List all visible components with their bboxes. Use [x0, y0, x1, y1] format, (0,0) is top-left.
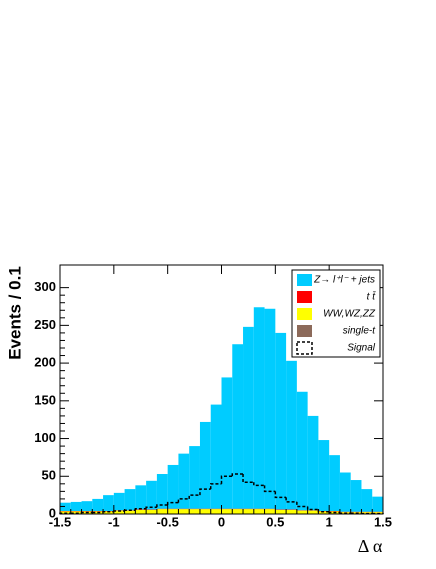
x-axis-title: Δ α: [358, 536, 383, 556]
x-tick-label: 0: [218, 514, 225, 529]
bar-segment: [211, 509, 222, 514]
legend-label: t t̄: [367, 290, 377, 302]
bar-segment: [146, 510, 157, 514]
bar-segment: [168, 509, 179, 514]
legend-swatch: [297, 325, 312, 337]
x-tick-label: -1: [108, 514, 120, 529]
y-tick-label: 300: [34, 279, 56, 294]
bar-segment: [114, 493, 125, 510]
legend-swatch: [297, 308, 312, 320]
bar-segment: [178, 509, 189, 514]
bar-segment: [243, 509, 254, 514]
bar-segment: [275, 510, 286, 514]
y-tick-label: 200: [34, 355, 56, 370]
bar-segment: [103, 495, 114, 511]
bar-segment: [232, 344, 243, 508]
bar-segment: [71, 502, 82, 511]
x-tick-label: 1.5: [374, 514, 392, 529]
bar-segment: [286, 510, 297, 514]
legend-swatch: [297, 291, 312, 303]
bar-segment: [340, 473, 351, 512]
bar-segment: [265, 509, 276, 514]
bar-segment: [222, 377, 233, 508]
y-tick-label: 50: [42, 468, 56, 483]
bar-segment: [211, 405, 222, 509]
legend-label: single-t: [343, 326, 376, 337]
bar-segment: [318, 440, 329, 511]
x-tick-label: -0.5: [156, 514, 178, 529]
bar-segment: [92, 499, 103, 511]
bar-segment: [200, 422, 211, 509]
bar-segment: [286, 361, 297, 510]
bar-segment: [189, 509, 200, 514]
bar-segment: [125, 511, 136, 514]
legend-label: Z→ l⁺l⁻ + jets: [313, 275, 375, 286]
bar-segment: [329, 455, 340, 511]
bar-segment: [243, 327, 254, 509]
legend-label: Signal: [347, 343, 376, 354]
x-tick-label: -1.5: [49, 514, 71, 529]
y-tick-label: 250: [34, 317, 56, 332]
bar-segment: [351, 480, 362, 512]
bar-segment: [135, 510, 146, 514]
bar-segment: [308, 511, 319, 514]
bar-segment: [157, 474, 168, 509]
legend-label: WW,WZ,ZZ: [323, 309, 376, 320]
bar-segment: [297, 392, 308, 510]
bar-segment: [146, 481, 157, 510]
bar-segment: [254, 509, 265, 514]
legend-swatch: [297, 274, 312, 286]
y-tick-label: 150: [34, 392, 56, 407]
bar-segment: [265, 309, 276, 509]
bar-segment: [308, 416, 319, 510]
bar-segment: [232, 509, 243, 514]
bar-segment: [254, 307, 265, 508]
x-tick-label: 1: [326, 514, 333, 529]
bar-segment: [222, 509, 233, 514]
bar-segment: [178, 454, 189, 509]
y-axis-title: Events / 0.1: [5, 266, 24, 360]
bar-segment: [189, 446, 200, 509]
bar-segment: [82, 501, 93, 511]
bar-segment: [361, 489, 372, 512]
bar-segment: [125, 489, 136, 510]
x-tick-label: 0.5: [266, 514, 284, 529]
bar-segment: [157, 509, 168, 514]
bar-segment: [275, 333, 286, 510]
bar-segment: [297, 511, 308, 514]
bar-segment: [135, 485, 146, 509]
bar-segment: [200, 509, 211, 514]
y-tick-label: 100: [34, 430, 56, 445]
bar-segment: [372, 497, 383, 512]
